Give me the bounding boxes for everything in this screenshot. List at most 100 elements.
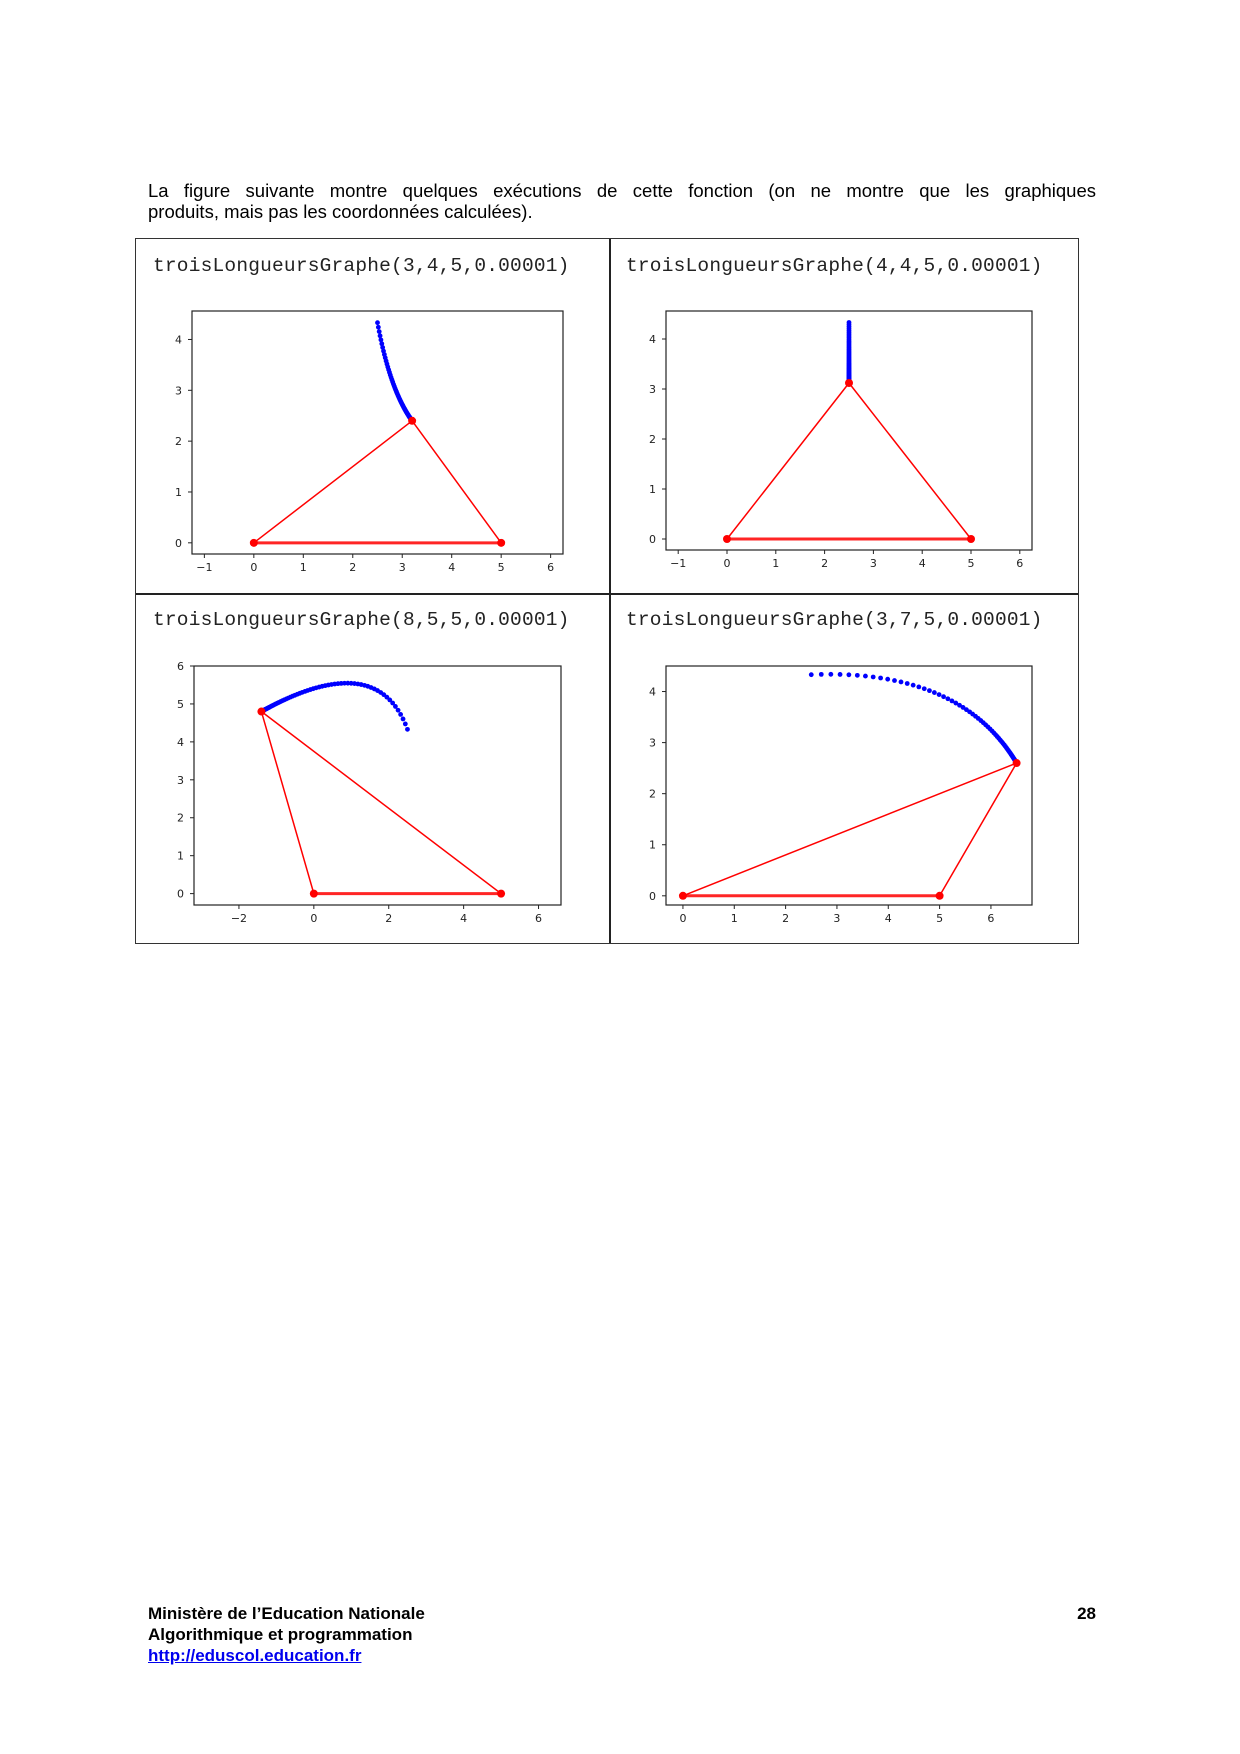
y-tick-label: 3 bbox=[649, 383, 656, 396]
vertex-marker bbox=[935, 891, 944, 900]
vertex-marker bbox=[408, 416, 417, 425]
iterate-point bbox=[885, 676, 891, 682]
iterate-point bbox=[390, 700, 396, 706]
y-tick-label: 2 bbox=[649, 788, 656, 801]
plot-4-4-5: −1 0 1 2 3 4 5 6 0 1 2 3 4 bbox=[649, 310, 1033, 570]
side-segment bbox=[682, 762, 1017, 897]
y-tick-label: 1 bbox=[649, 839, 656, 852]
iterate-point bbox=[837, 672, 843, 677]
plot-title-4: troisLongueursGraphe(3,7,5,0.00001) bbox=[626, 609, 1043, 631]
vertex-marker bbox=[678, 891, 687, 900]
x-tick-label: 1 bbox=[300, 561, 307, 574]
y-tick-label: 0 bbox=[177, 888, 184, 901]
y-tick-label: 3 bbox=[649, 737, 656, 750]
side-segment bbox=[848, 382, 972, 540]
plot-3-4-5: −1 0 1 2 3 4 5 6 0 1 2 3 4 bbox=[175, 310, 564, 574]
iterate-point bbox=[808, 672, 814, 678]
vertex-marker bbox=[497, 889, 506, 898]
y-tick-label: 2 bbox=[649, 433, 656, 446]
iterate-point bbox=[380, 345, 386, 350]
x-tick-label: 2 bbox=[782, 912, 789, 925]
y-tick-label: 0 bbox=[649, 533, 656, 546]
x-tick-label: 4 bbox=[919, 557, 926, 570]
iterate-point bbox=[931, 690, 937, 695]
figure-table: troisLongueursGraphe(3,4,5,0.00001) troi… bbox=[135, 238, 1079, 944]
y-tick-label: 0 bbox=[649, 890, 656, 903]
vertex-marker bbox=[309, 889, 318, 898]
x-tick-label: 4 bbox=[448, 561, 455, 574]
iterate-point bbox=[818, 671, 824, 677]
y-tick-label: 3 bbox=[177, 774, 184, 787]
vertex-marker bbox=[845, 379, 853, 387]
iterate-point bbox=[375, 320, 380, 326]
vertex-marker bbox=[257, 707, 266, 716]
iterate-point bbox=[405, 726, 410, 732]
y-tick-label: 4 bbox=[649, 333, 656, 346]
iterate-point bbox=[402, 721, 408, 727]
y-tick-label: 4 bbox=[649, 686, 656, 699]
iterate-point bbox=[377, 333, 383, 339]
iterate-point bbox=[400, 716, 406, 722]
y-tick-label: 3 bbox=[175, 384, 182, 397]
axes-frame bbox=[665, 310, 1033, 551]
iterate-point bbox=[870, 674, 876, 680]
iterate-point bbox=[892, 678, 897, 683]
column-divider bbox=[609, 239, 611, 943]
iterate-point bbox=[953, 700, 959, 706]
plot-title-2: troisLongueursGraphe(4,4,5,0.00001) bbox=[626, 255, 1043, 277]
x-tick-label: 2 bbox=[385, 912, 392, 925]
x-tick-label: 2 bbox=[349, 561, 356, 574]
y-tick-label: 4 bbox=[177, 736, 184, 749]
x-tick-label: −1 bbox=[196, 561, 212, 574]
iterate-point bbox=[927, 688, 932, 694]
vertex-marker bbox=[1012, 759, 1021, 768]
iterate-point bbox=[828, 671, 834, 677]
y-tick-label: 1 bbox=[175, 486, 182, 499]
x-tick-label: 6 bbox=[547, 561, 554, 574]
x-tick-label: 5 bbox=[498, 561, 505, 574]
iterate-point bbox=[936, 692, 942, 698]
side-segment bbox=[260, 710, 502, 895]
page-footer: Ministère de l’Education Nationale Algor… bbox=[148, 1603, 1096, 1666]
x-tick-label: 6 bbox=[535, 912, 542, 925]
x-tick-label: 4 bbox=[885, 912, 892, 925]
footer-link[interactable]: http://eduscol.education.fr bbox=[148, 1646, 362, 1665]
side-segment bbox=[411, 420, 502, 544]
intro-paragraph: La figure suivante montre quelques exécu… bbox=[148, 180, 1096, 222]
x-tick-label: −1 bbox=[670, 557, 686, 570]
footer-subject: Algorithmique et programmation bbox=[148, 1625, 413, 1644]
footer-ministry: Ministère de l’Education Nationale bbox=[148, 1604, 425, 1623]
x-tick-label: −2 bbox=[231, 912, 247, 925]
iterate-point bbox=[376, 329, 382, 335]
y-tick-label: 5 bbox=[177, 698, 184, 711]
y-tick-label: 4 bbox=[175, 333, 182, 346]
iterate-point bbox=[854, 672, 860, 678]
y-tick-label: 1 bbox=[649, 483, 656, 496]
vertex-marker bbox=[249, 538, 258, 547]
x-tick-label: 6 bbox=[987, 912, 994, 925]
x-tick-label: 1 bbox=[731, 912, 738, 925]
side-segment bbox=[938, 762, 1018, 897]
plot-3-7-5: 0 1 2 3 4 5 6 0 1 2 3 4 bbox=[649, 665, 1033, 925]
page-number: 28 bbox=[1077, 1604, 1096, 1623]
x-tick-label: 1 bbox=[772, 557, 779, 570]
x-tick-label: 0 bbox=[679, 912, 686, 925]
y-tick-label: 2 bbox=[175, 435, 182, 448]
y-tick-label: 2 bbox=[177, 812, 184, 825]
x-tick-label: 6 bbox=[1016, 557, 1023, 570]
x-tick-label: 0 bbox=[724, 557, 731, 570]
iterate-point bbox=[393, 704, 398, 709]
x-tick-label: 3 bbox=[870, 557, 877, 570]
iterate-point bbox=[916, 684, 922, 690]
axes-frame bbox=[191, 310, 564, 555]
iterate-point bbox=[375, 324, 381, 330]
x-tick-label: 3 bbox=[399, 561, 406, 574]
x-tick-label: 4 bbox=[460, 912, 467, 925]
plot-title-3: troisLongueursGraphe(8,5,5,0.00001) bbox=[153, 609, 570, 631]
iterate-point bbox=[398, 711, 404, 717]
vertex-marker bbox=[967, 535, 975, 543]
x-tick-label: 5 bbox=[936, 912, 943, 925]
iterate-point bbox=[898, 679, 904, 685]
intro-line-2: produits, mais pas les coordonnées calcu… bbox=[148, 201, 533, 222]
iterate-point bbox=[910, 682, 916, 688]
